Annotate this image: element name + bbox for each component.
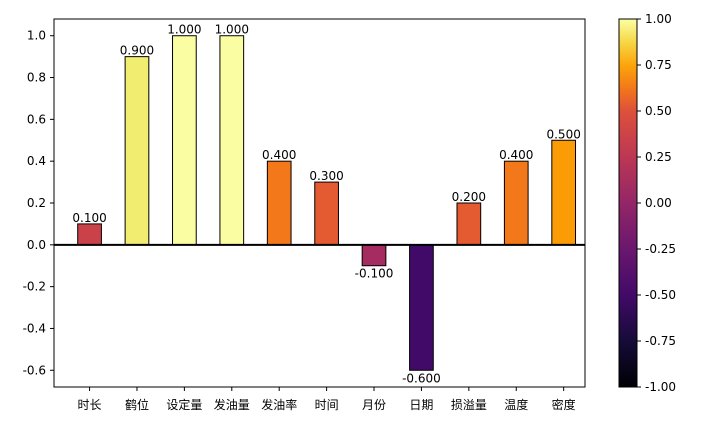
bar <box>409 244 434 371</box>
bar-value-label: 0.500 <box>546 127 580 141</box>
bar-value-label: 0.300 <box>309 169 343 183</box>
x-tick-label: 发油量 <box>214 397 250 412</box>
bar <box>456 202 482 246</box>
bar-value-label: 0.100 <box>72 211 106 225</box>
x-tick-label: 温度 <box>504 397 528 412</box>
bar-value-label: 0.200 <box>452 190 486 204</box>
colorbar-gradient <box>618 18 638 388</box>
y-tick-label: 0.4 <box>27 154 46 168</box>
colorbar-tick-label: -1.00 <box>645 380 676 394</box>
x-tick-label: 设定量 <box>166 397 202 412</box>
colorbar-tick-label: 0.50 <box>645 104 672 118</box>
bar <box>314 181 339 246</box>
x-tick-label: 日期 <box>409 398 433 412</box>
y-tick-label: -0.2 <box>23 280 46 294</box>
y-tick-label: 1.0 <box>27 29 46 43</box>
bar <box>172 35 197 246</box>
x-tick-label: 损溢量 <box>451 398 487 412</box>
bar <box>551 139 577 246</box>
bar-value-label: 1.000 <box>215 23 249 37</box>
colorbar-tick-label: -0.75 <box>645 334 676 348</box>
bar-value-label: 0.900 <box>120 44 154 58</box>
bar <box>219 35 245 246</box>
colorbar-tick-label: 1.00 <box>645 12 672 26</box>
y-tick-label: 0.0 <box>27 238 46 252</box>
x-tick-label: 密度 <box>552 397 576 412</box>
colorbar-tick-label: 0.00 <box>645 196 672 210</box>
bar-value-label: 0.400 <box>499 148 533 162</box>
bars-group: 0.100 0.900 1.000 1.000 0.400 0.300 -0.100 -0.6… <box>72 23 580 386</box>
colorbar-tick-label: -0.50 <box>645 288 676 302</box>
y-tick-label: -0.4 <box>23 321 46 335</box>
colorbar-tick-label: -0.25 <box>645 242 676 256</box>
x-tick-label: 鹤位 <box>125 397 149 412</box>
bar <box>266 160 292 246</box>
axes-group: 时长 鹤位 设定量 发油量 发油率 时间 月份 日期 损溢量 温度 密度 -0.6 -0.4 -0.2 0.… <box>23 18 586 412</box>
colorbar: 1.00 0.75 0.50 0.25 0.00 -0.25 -0.50 -0.75 -1.00 <box>618 12 676 394</box>
x-tick-label: 月份 <box>362 398 386 412</box>
colorbar-tick-label: 0.75 <box>645 58 672 72</box>
bar-value-label: -0.100 <box>355 267 394 281</box>
bar <box>124 56 150 246</box>
bar <box>77 223 102 246</box>
x-tick-label: 时长 <box>78 398 102 412</box>
bar-value-label: 0.400 <box>262 148 296 162</box>
y-tick-label: 0.2 <box>27 196 46 210</box>
x-tick-label: 时间 <box>315 398 339 412</box>
bar <box>361 244 387 267</box>
bar <box>503 160 529 246</box>
x-tick-label: 发油率 <box>261 397 297 412</box>
y-tick-label: 0.6 <box>27 112 46 126</box>
y-tick-label: 0.8 <box>27 71 46 85</box>
bar-value-label: 1.000 <box>167 23 201 37</box>
bar-value-label: -0.600 <box>402 371 441 385</box>
y-tick-label: -0.6 <box>23 363 46 377</box>
colorbar-tick-label: 0.25 <box>645 150 672 164</box>
